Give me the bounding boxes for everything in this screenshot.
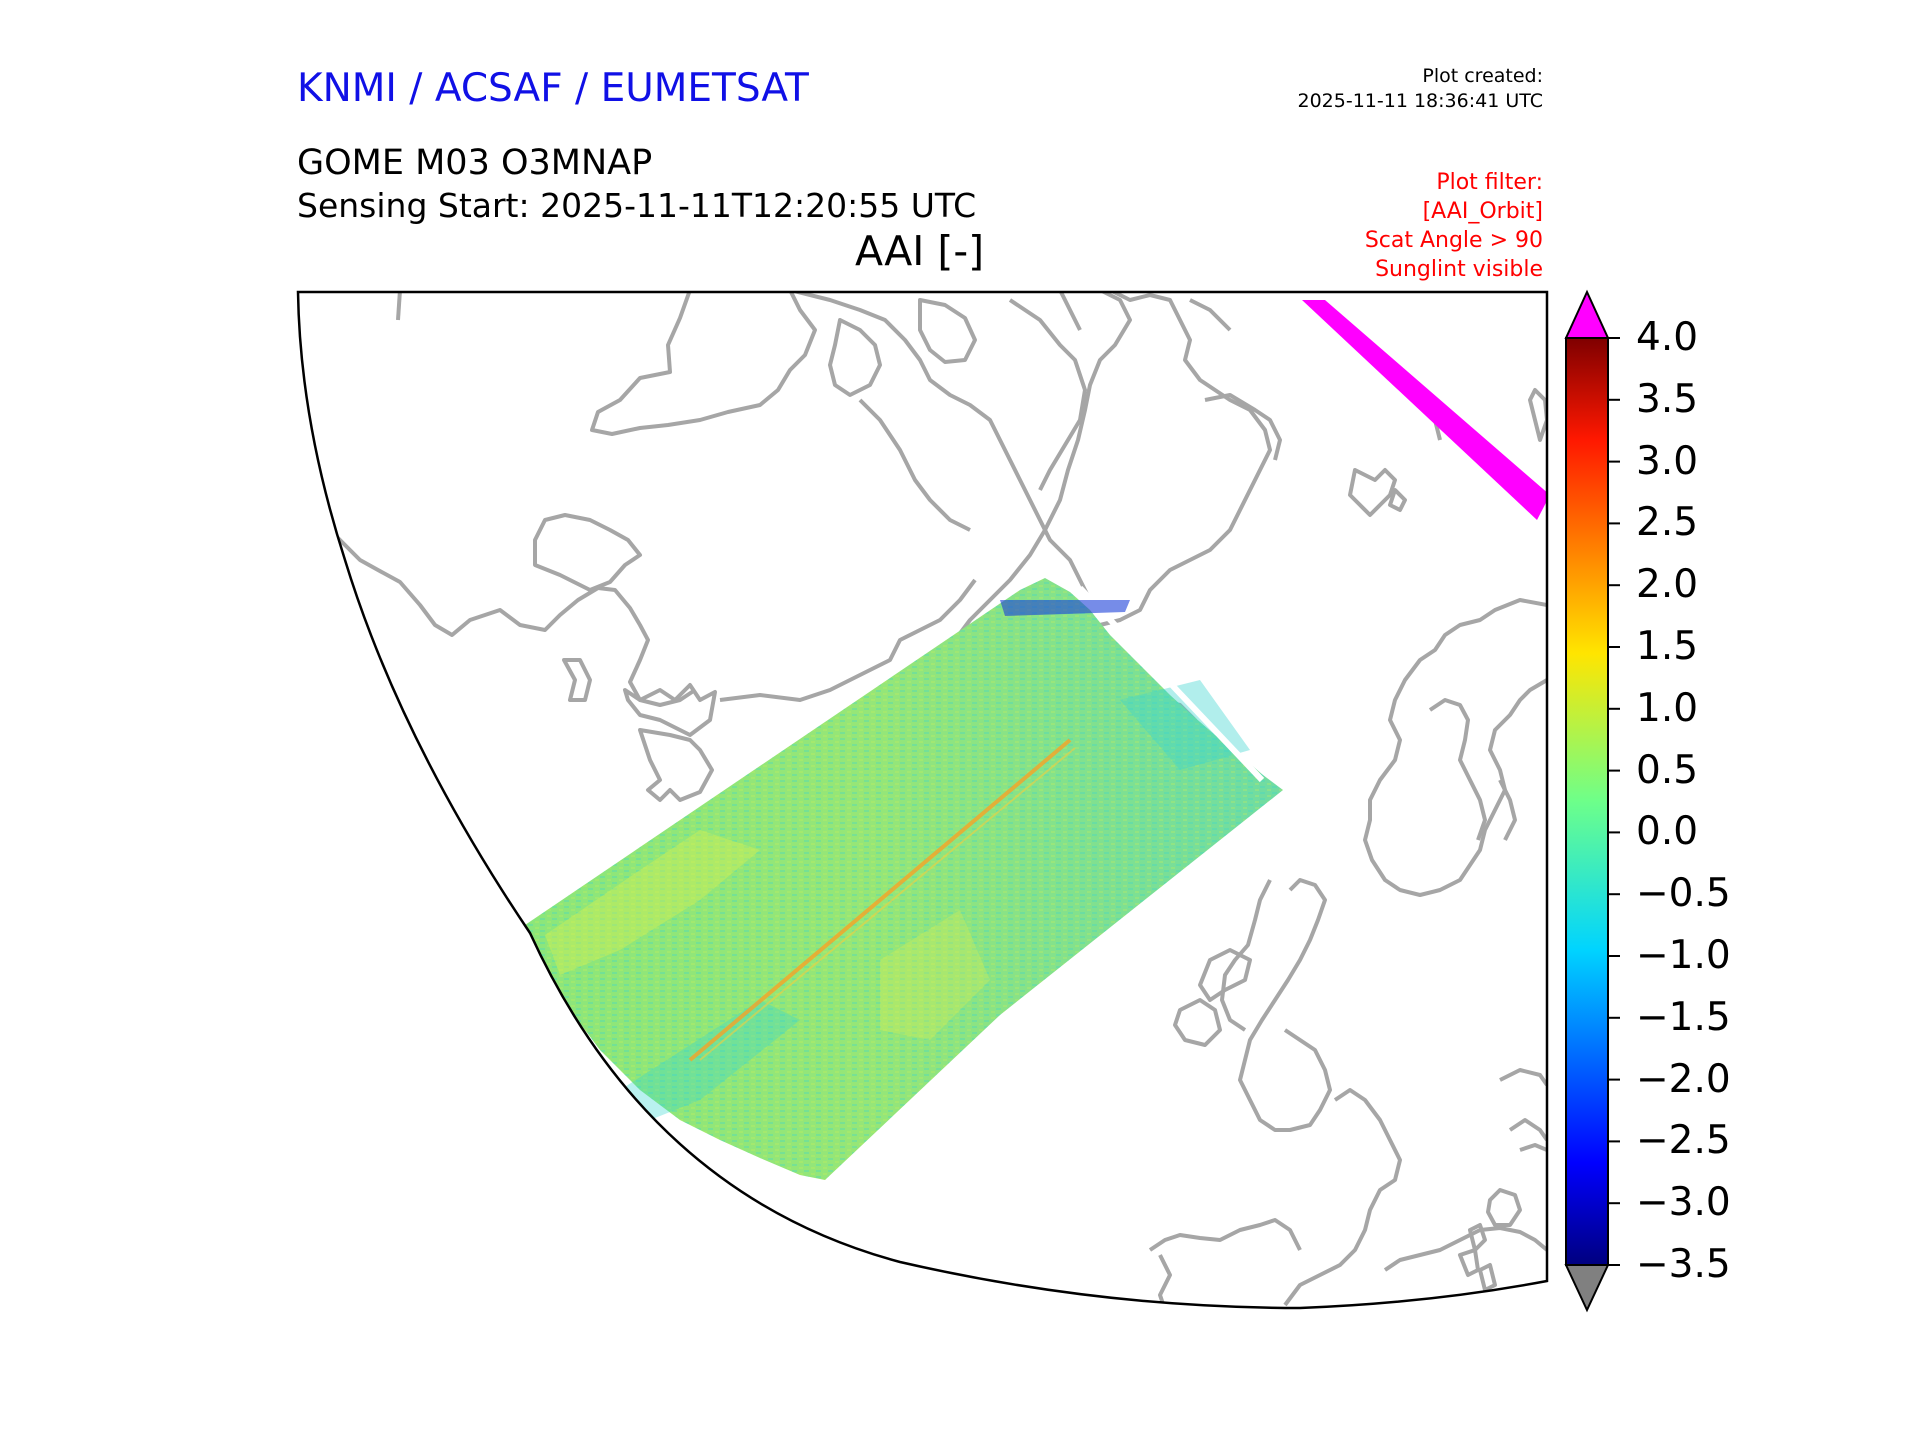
colorbar-tick-label: 0.0 — [1636, 809, 1699, 855]
colorbar-tick-label: 0.5 — [1636, 747, 1699, 793]
colorbar-tick-label: −0.5 — [1636, 871, 1731, 917]
colorbar-tick-label: −2.0 — [1636, 1056, 1731, 1102]
plot-created-label: Plot created: — [1422, 65, 1543, 87]
product-title: GOME M03 O3MNAP — [297, 143, 653, 183]
colorbar-tick-label: 4.0 — [1636, 315, 1699, 360]
colorbar-under-arrow — [1564, 1264, 1610, 1313]
over-range-swath — [1302, 300, 1547, 520]
plot-filter-line: Sunglint visible — [1375, 257, 1543, 282]
plot-created-info: Plot created: 2025-11-11 18:36:41 UTC — [1298, 64, 1544, 114]
colorbar-tick-label: 1.0 — [1636, 685, 1699, 731]
sensing-start: Sensing Start: 2025-11-11T12:20:55 UTC — [297, 186, 977, 225]
colorbar-scale — [1565, 337, 1609, 1266]
variable-title: AAI [-] — [855, 227, 985, 275]
colorbar-tick-label: 3.5 — [1636, 376, 1699, 422]
colorbar-tick-label: 2.5 — [1636, 500, 1699, 546]
plot-filter-line: Scat Angle > 90 — [1364, 228, 1543, 253]
colorbar-tick-label: −2.5 — [1636, 1118, 1731, 1164]
colorbar-tick-label: −1.0 — [1636, 933, 1731, 978]
plot-filter-title: Plot filter: — [1436, 170, 1543, 195]
colorbar-tick-label: −3.0 — [1636, 1180, 1731, 1226]
colorbar — [1564, 289, 1620, 1313]
plot-created-time: 2025-11-11 18:36:41 UTC — [1297, 90, 1544, 112]
aai-swath — [525, 578, 1283, 1180]
map-frame — [296, 290, 1549, 1310]
organization-title: KNMI / ACSAF / EUMETSAT — [297, 66, 809, 111]
colorbar-tick-label: 2.0 — [1636, 562, 1699, 608]
plot-filter: Plot filter: [AAI_Orbit] Scat Angle > 90… — [1365, 168, 1543, 284]
colorbar-tick-label: −3.5 — [1636, 1242, 1731, 1287]
plot-filter-line: [AAI_Orbit] — [1422, 199, 1543, 224]
colorbar-tick-label: 3.0 — [1636, 438, 1699, 484]
map-area — [298, 292, 1547, 1308]
colorbar-over-arrow — [1564, 289, 1610, 339]
colorbar-tick-label: −1.5 — [1636, 994, 1731, 1040]
colorbar-tick-label: 1.5 — [1636, 624, 1699, 669]
